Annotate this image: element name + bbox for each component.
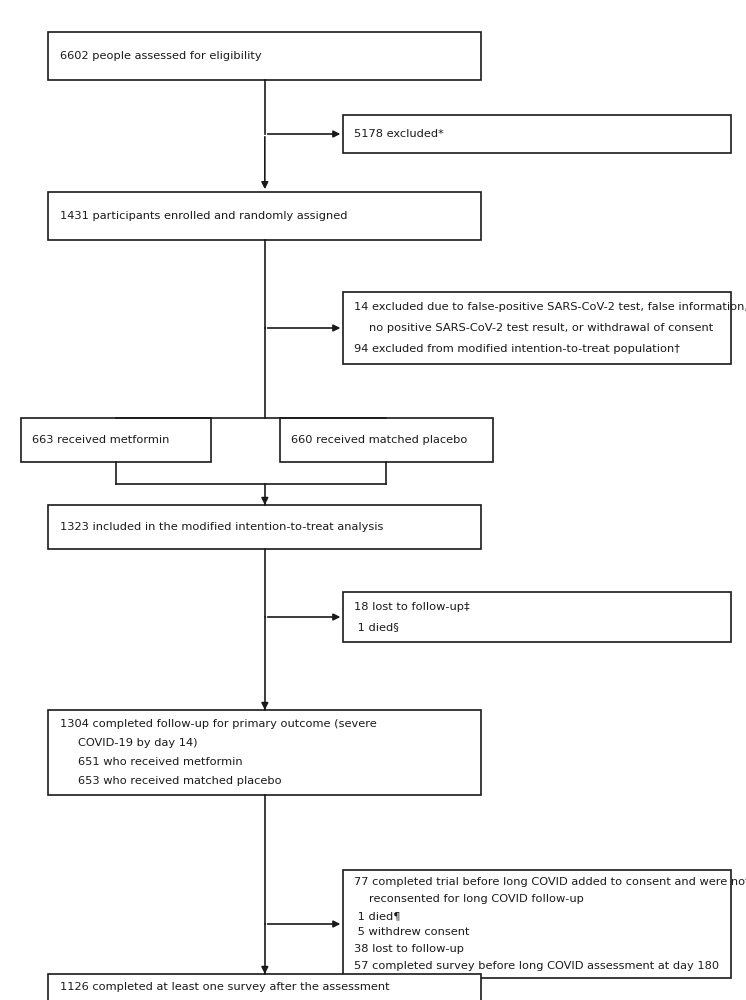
Text: 5 withdrew consent: 5 withdrew consent xyxy=(354,927,470,937)
Text: reconsented for long COVID follow-up: reconsented for long COVID follow-up xyxy=(369,894,584,904)
Text: 663 received metformin: 663 received metformin xyxy=(31,435,169,445)
FancyBboxPatch shape xyxy=(343,292,731,364)
FancyBboxPatch shape xyxy=(48,974,481,1000)
Text: COVID-19 by day 14): COVID-19 by day 14) xyxy=(78,738,197,748)
Text: 1 died¶: 1 died¶ xyxy=(354,911,401,921)
FancyBboxPatch shape xyxy=(48,505,481,549)
Text: 6602 people assessed for eligibility: 6602 people assessed for eligibility xyxy=(60,51,261,61)
FancyBboxPatch shape xyxy=(20,418,210,462)
Text: 1323 included in the modified intention-to-treat analysis: 1323 included in the modified intention-… xyxy=(60,522,383,532)
Text: 660 received matched placebo: 660 received matched placebo xyxy=(292,435,468,445)
FancyBboxPatch shape xyxy=(48,192,481,240)
Text: 94 excluded from modified intention-to-treat population†: 94 excluded from modified intention-to-t… xyxy=(354,344,680,354)
FancyBboxPatch shape xyxy=(343,870,731,978)
FancyBboxPatch shape xyxy=(280,418,493,462)
Text: 653 who received matched placebo: 653 who received matched placebo xyxy=(78,776,281,786)
Text: no positive SARS-CoV-2 test result, or withdrawal of consent: no positive SARS-CoV-2 test result, or w… xyxy=(369,323,714,333)
Text: 1126 completed at least one survey after the assessment: 1126 completed at least one survey after… xyxy=(60,982,389,992)
Text: 18 lost to follow-up‡: 18 lost to follow-up‡ xyxy=(354,602,470,612)
FancyBboxPatch shape xyxy=(48,32,481,80)
FancyBboxPatch shape xyxy=(343,115,731,153)
Text: 14 excluded due to false-positive SARS-CoV-2 test, false information,: 14 excluded due to false-positive SARS-C… xyxy=(354,302,746,312)
Text: 77 completed trial before long COVID added to consent and were not: 77 completed trial before long COVID add… xyxy=(354,877,746,887)
Text: 1431 participants enrolled and randomly assigned: 1431 participants enrolled and randomly … xyxy=(60,211,347,221)
Text: 5178 excluded*: 5178 excluded* xyxy=(354,129,444,139)
FancyBboxPatch shape xyxy=(48,710,481,795)
Text: 1 died§: 1 died§ xyxy=(354,622,399,632)
FancyBboxPatch shape xyxy=(343,592,731,642)
Text: 651 who received metformin: 651 who received metformin xyxy=(78,757,242,767)
Text: 1304 completed follow-up for primary outcome (severe: 1304 completed follow-up for primary out… xyxy=(60,719,377,729)
Text: 38 lost to follow-up: 38 lost to follow-up xyxy=(354,944,464,954)
Text: 57 completed survey before long COVID assessment at day 180: 57 completed survey before long COVID as… xyxy=(354,961,719,971)
